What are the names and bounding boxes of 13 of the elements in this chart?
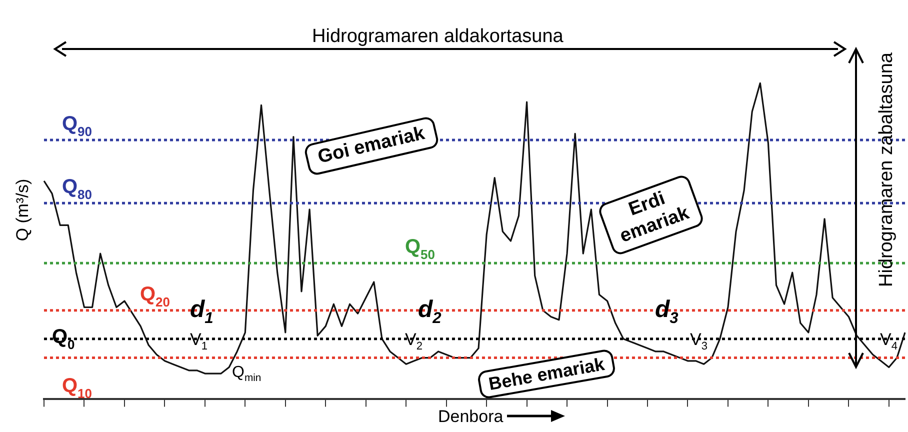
annotation: d$_{1}$ — [190, 296, 214, 328]
y-axis-title: Q (m³/s) — [13, 178, 33, 244]
annotation: d$_{2}$ — [418, 296, 442, 328]
annotation: V$_{2}$ — [405, 330, 422, 352]
annotation: d$_{3}$ — [655, 296, 678, 328]
text: Hidrogramaren aldakortasuna — [300, 26, 576, 48]
annotation: Goi emariak — [303, 115, 440, 177]
annotation: V$_{1}$ — [190, 330, 208, 352]
annotation: V$_{4}$ — [880, 330, 898, 352]
annotation: Hidrogramaren zabaltasuna — [876, 52, 898, 287]
annotation: Behe emariak — [476, 348, 616, 400]
x-axis-title: Denbora — [438, 407, 504, 427]
annotation: Q$_{min}$ — [232, 364, 262, 384]
